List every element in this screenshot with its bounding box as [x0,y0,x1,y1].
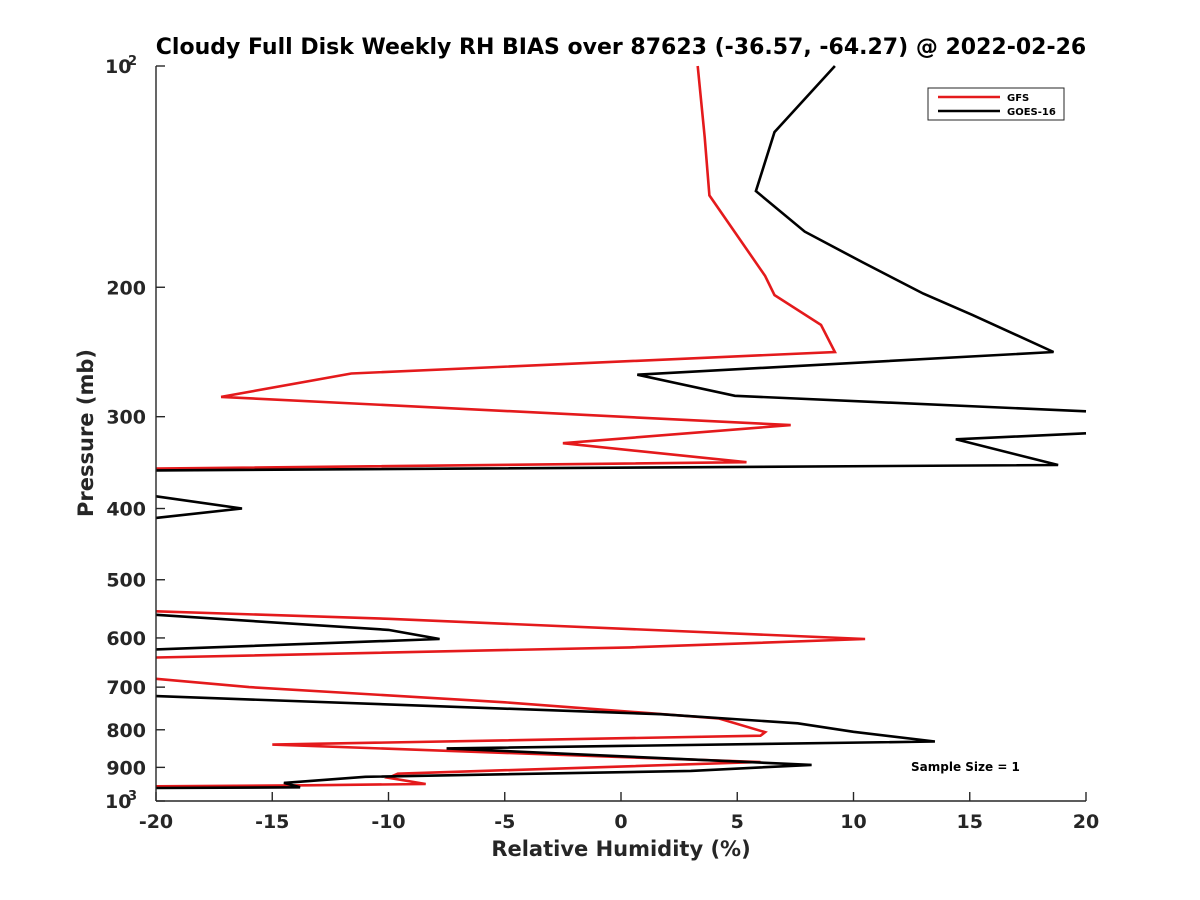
legend-label-gfs: GFS [1007,93,1029,104]
series-goes16-segment-5 [155,694,936,790]
x-tick-label: 5 [731,811,744,833]
series-gfs-segment-2 [155,610,866,659]
x-tick-label: -5 [494,811,515,833]
sample-size-annotation: Sample Size = 1 [911,760,1020,774]
x-tick-label: -15 [255,811,289,833]
legend: GFS GOES-16 [927,87,1065,121]
x-tick-label: -10 [371,811,405,833]
chart-title: Cloudy Full Disk Weekly RH BIAS over 876… [156,35,1086,60]
y-tick-label-exponent: 2 [128,54,137,69]
y-axis-label: Pressure (mb) [74,349,98,517]
y-tick-label: 600 [106,628,146,650]
y-tick-label: 400 [106,499,146,521]
x-tick-label: -20 [139,811,173,833]
plot-lines [155,65,1087,790]
series-gfs-segment-3 [155,677,768,788]
y-tick-label: 200 [106,277,146,299]
series-goes16-segment-2 [155,432,1087,472]
x-tick-label: 20 [1073,811,1099,833]
x-tick-label: 10 [840,811,866,833]
legend-label-goes16: GOES-16 [1007,107,1056,118]
y-tick-label: 700 [106,677,146,699]
x-axis-label: Relative Humidity (%) [491,837,750,861]
x-tick-label: 15 [957,811,983,833]
x-tick-label: 0 [614,811,627,833]
y-tick-label: 300 [106,407,146,429]
legend-box [927,87,1065,121]
y-tick-label: 500 [106,570,146,592]
y-tick-label: 10 [105,56,131,78]
y-tick-label: 800 [106,720,146,742]
series-goes16-segment-4 [155,613,440,651]
x-ticks: -20 -15 -10 -5 0 5 10 15 20 [139,792,1099,833]
series-gfs-segment-1 [155,65,837,470]
y-tick-label-exponent: 3 [128,789,137,804]
series-goes16-segment-1 [637,65,1087,413]
series-goes16-segment-3 [155,495,243,520]
y-tick-label: 10 [105,791,131,813]
y-tick-label: 900 [106,757,146,779]
